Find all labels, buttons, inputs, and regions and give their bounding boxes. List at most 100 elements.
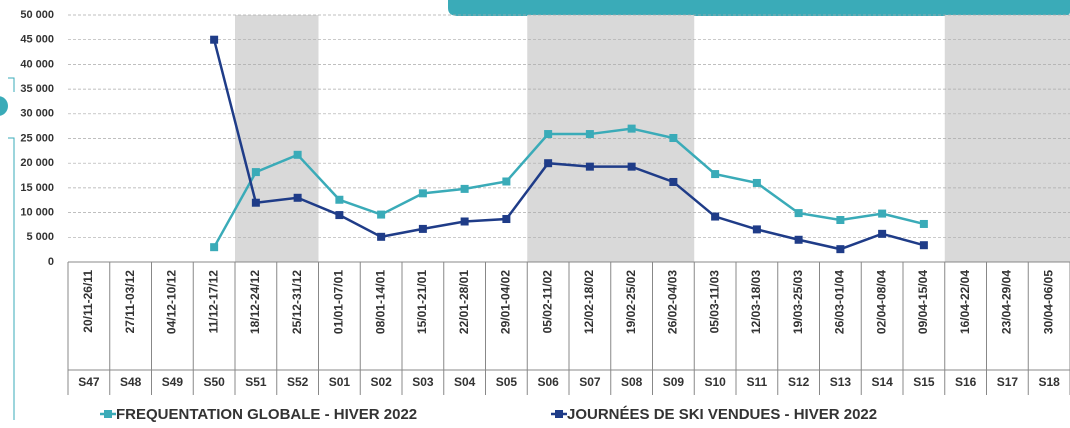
data-point [752, 225, 761, 234]
y-tick-label: 35 000 [20, 83, 54, 95]
week-label: S52 [287, 375, 309, 389]
side-bracket [8, 77, 15, 420]
legend-marker [555, 410, 563, 418]
week-label: S12 [788, 375, 810, 389]
data-point [502, 177, 511, 186]
x-tick-label: 05/02-11/02 [540, 270, 554, 334]
data-point [878, 229, 887, 238]
data-point [377, 232, 386, 241]
y-tick-label: 40 000 [20, 58, 54, 70]
x-tick-label: 29/01-04/02 [499, 270, 513, 334]
data-point [335, 211, 344, 220]
x-tick-label: 26/02-04/03 [666, 270, 680, 334]
week-label: S06 [537, 375, 559, 389]
data-point [836, 245, 845, 254]
week-label: S09 [663, 375, 685, 389]
y-tick-label: 15 000 [20, 182, 54, 194]
week-label: S05 [496, 375, 518, 389]
side-badge [0, 96, 8, 116]
data-point [377, 210, 386, 219]
x-tick-label: 05/03-11/03 [707, 270, 721, 334]
data-point [627, 162, 636, 171]
x-tick-label: 15/01-21/01 [415, 270, 429, 334]
data-point [460, 184, 469, 193]
x-tick-label: 16/04-22/04 [958, 270, 972, 334]
data-point [460, 217, 469, 226]
legend-marker [104, 410, 112, 418]
series-line [213, 127, 925, 248]
x-tick-label: 09/04-15/04 [916, 270, 930, 334]
x-tick-label: 19/03-25/03 [791, 270, 805, 334]
legend-label: FREQUENTATION GLOBALE - HIVER 2022 [116, 406, 417, 423]
week-label: S17 [997, 375, 1019, 389]
data-point [919, 241, 928, 250]
data-point [251, 198, 260, 207]
data-point [711, 212, 720, 221]
data-point [919, 219, 928, 228]
data-point [210, 35, 219, 44]
data-point [251, 168, 260, 177]
y-tick-label: 0 [48, 256, 54, 268]
data-point [752, 178, 761, 187]
data-point [669, 134, 678, 143]
x-tick-label: 11/12-17/12 [206, 270, 220, 334]
x-tick-label: 19/02-25/02 [624, 270, 638, 334]
x-tick-label: 27/11-03/12 [123, 270, 137, 334]
week-label: S18 [1038, 375, 1060, 389]
data-point [585, 162, 594, 171]
y-tick-label: 45 000 [20, 34, 54, 46]
x-tick-label: 26/03-01/04 [833, 270, 847, 334]
week-label: S10 [704, 375, 726, 389]
x-tick-label: 25/12-31/12 [290, 270, 304, 334]
x-tick-label: 12/03-18/03 [749, 270, 763, 334]
week-label: S01 [329, 375, 351, 389]
data-point [794, 209, 803, 218]
x-tick-label: 20/11-26/11 [81, 270, 95, 333]
data-point [335, 195, 344, 204]
y-tick-label: 30 000 [20, 108, 54, 120]
data-point [794, 235, 803, 244]
y-tick-label: 25 000 [20, 132, 54, 144]
week-label: S50 [203, 375, 225, 389]
week-label: S47 [78, 375, 100, 389]
week-label: S08 [621, 375, 643, 389]
x-tick-label: 04/12-10/12 [165, 270, 179, 334]
data-point [585, 130, 594, 139]
data-point [544, 130, 553, 139]
y-tick-label: 5 000 [26, 231, 54, 243]
series-line [212, 39, 925, 251]
x-tick-label: 22/01-28/01 [457, 270, 471, 334]
x-tick-label: 30/04-06/05 [1041, 270, 1055, 334]
week-label: S48 [120, 375, 142, 389]
data-point [210, 243, 219, 252]
week-label: S13 [830, 375, 852, 389]
week-label: S51 [245, 375, 267, 389]
week-label: S14 [871, 375, 893, 389]
week-label: S03 [412, 375, 434, 389]
x-tick-label: 01/01-07/01 [332, 270, 346, 334]
x-tick-label: 02/04-08/04 [874, 270, 888, 334]
week-label: S15 [913, 375, 935, 389]
x-tick-label: 12/02-18/02 [582, 270, 596, 334]
data-point [418, 224, 427, 233]
week-label: S07 [579, 375, 601, 389]
y-tick-label: 20 000 [20, 157, 54, 169]
data-point [502, 215, 511, 224]
x-tick-label: 18/12-24/12 [248, 270, 262, 334]
y-tick-label: 10 000 [20, 207, 54, 219]
week-label: S02 [370, 375, 392, 389]
x-tick-label: 08/01-14/01 [373, 270, 387, 334]
header-banner [448, 0, 1070, 16]
data-point [878, 209, 887, 218]
y-tick-label: 50 000 [20, 9, 54, 21]
legend-label: JOURNÉES DE SKI VENDUES - HIVER 2022 [567, 406, 877, 423]
x-tick-label: 23/04-29/04 [1000, 270, 1014, 334]
week-label: S16 [955, 375, 977, 389]
data-point [293, 150, 302, 159]
data-point [627, 124, 636, 133]
data-point [836, 216, 845, 225]
data-point [669, 177, 678, 186]
week-label: S49 [162, 375, 184, 389]
